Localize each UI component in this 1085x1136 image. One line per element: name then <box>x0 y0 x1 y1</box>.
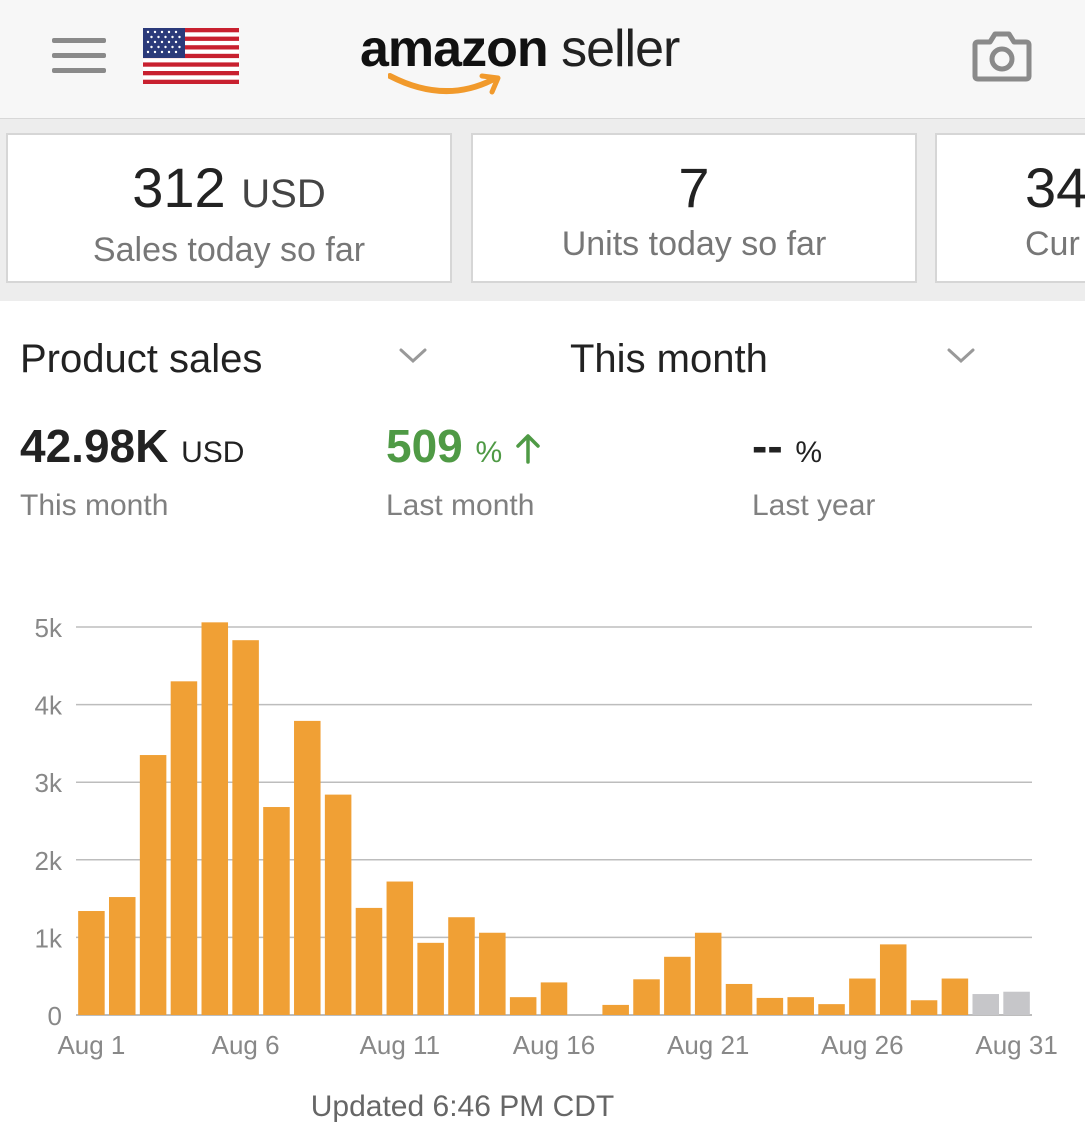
y-tick-label: 3k <box>35 768 63 798</box>
metric-value: -- % <box>752 420 875 479</box>
bar-aug-8 <box>294 720 321 1015</box>
metric-number: -- <box>752 420 783 472</box>
kpi-card-units-today[interactable]: 7 Units today so far <box>471 133 917 283</box>
period-dropdown[interactable]: This month <box>570 334 990 386</box>
metric-value: 509 % <box>386 420 541 479</box>
bar-aug-22 <box>725 983 753 1015</box>
metric-unit: % <box>795 436 823 469</box>
bar-aug-4 <box>170 681 198 1015</box>
bar-aug-16 <box>540 982 568 1015</box>
arrow-up-icon <box>516 434 540 464</box>
y-tick-label: 5k <box>35 613 63 643</box>
bar-aug-28 <box>910 1000 938 1015</box>
metric-last-year: -- % Last year <box>752 420 875 523</box>
bar-aug-18 <box>602 1004 629 1015</box>
y-tick-label: 2k <box>35 846 63 876</box>
bar-aug-27 <box>879 944 907 1015</box>
kpi-card-sales-today[interactable]: 312 USD Sales today so far <box>6 133 452 283</box>
metric-label: This month <box>20 489 169 522</box>
sales-bar-chart: 0 1k 2k 3k 4k 5k Aug 1 Aug 6 Aug 11 Aug 16 Aug 21 A… <box>35 613 1058 1060</box>
kpi-label: Sales today so far <box>92 231 366 269</box>
x-tick-label: Aug 21 <box>667 1030 749 1060</box>
app-header: amazon seller <box>0 0 1085 119</box>
bar-aug-21 <box>694 932 722 1015</box>
kpi-label: Units today so far <box>561 225 827 263</box>
bar-aug-29 <box>941 978 969 1015</box>
x-tick-label: Aug 16 <box>513 1030 595 1060</box>
metric-unit: % <box>475 436 503 469</box>
kpi-number: 7 <box>678 156 710 219</box>
metric-label: Last month <box>386 489 535 522</box>
bar-aug-15 <box>509 997 537 1015</box>
kpi-unit: USD <box>241 172 326 216</box>
bar-aug-31 <box>1003 991 1030 1015</box>
x-tick-label: Aug 1 <box>57 1030 125 1060</box>
bar-aug-11 <box>386 881 414 1015</box>
kpi-strip: 312 USD Sales today so far 7 Units today… <box>0 119 1085 301</box>
us-flag-icon[interactable] <box>143 28 239 84</box>
bar-aug-9 <box>324 794 352 1015</box>
bar-aug-30 <box>972 994 1000 1015</box>
chevron-down-icon <box>399 348 427 364</box>
x-tick-label: Aug 11 <box>360 1030 440 1060</box>
bar-aug-6 <box>232 640 259 1015</box>
bar-aug-1 <box>78 911 105 1015</box>
bar-aug-13 <box>448 917 475 1015</box>
amazon-smile-icon <box>388 73 501 95</box>
bar-aug-20 <box>664 956 691 1015</box>
y-tick-label: 1k <box>35 923 63 953</box>
metric-number: 42.98K <box>20 420 169 472</box>
x-tick-label: Aug 6 <box>212 1030 280 1060</box>
metric-label: Last year <box>752 489 876 522</box>
kpi-card-partial[interactable]: 34 Cur <box>935 133 1085 283</box>
bar-aug-3 <box>139 755 167 1015</box>
kpi-number: 312 <box>132 156 226 219</box>
logo-brand: amazon <box>360 20 549 78</box>
bar-aug-5 <box>201 622 229 1015</box>
hamburger-menu-icon[interactable] <box>52 38 106 74</box>
metric-this-month: 42.98K USD This month <box>20 420 244 523</box>
amazon-seller-logo: amazon seller <box>360 20 740 100</box>
y-tick-label: 4k <box>35 691 63 721</box>
kpi-value: 7 <box>473 157 915 219</box>
bar-aug-7 <box>263 807 290 1015</box>
bar-aug-2 <box>108 897 136 1015</box>
metric-number: 509 <box>386 420 463 472</box>
x-tick-label: Aug 31 <box>975 1030 1057 1060</box>
bar-aug-12 <box>417 942 444 1015</box>
bar-aug-25 <box>818 1004 845 1015</box>
kpi-value: 312 USD <box>8 157 450 225</box>
bar-aug-19 <box>633 979 660 1015</box>
x-tick-label: Aug 26 <box>821 1030 903 1060</box>
period-dropdown-label: This month <box>570 337 768 381</box>
bar-aug-26 <box>849 978 876 1015</box>
bar-aug-10 <box>355 907 383 1015</box>
metric-unit: USD <box>181 436 245 469</box>
metric-value: 42.98K USD <box>20 420 244 479</box>
camera-icon[interactable] <box>972 28 1032 82</box>
metric-dropdown[interactable]: Product sales <box>20 334 440 386</box>
metric-dropdown-label: Product sales <box>20 337 263 381</box>
metric-last-month: 509 % Last month <box>386 420 541 523</box>
chevron-down-icon <box>947 348 975 364</box>
bar-aug-14 <box>479 932 506 1015</box>
updated-timestamp: Updated 6:46 PM CDT <box>310 1090 615 1123</box>
kpi-number: 34 <box>1025 156 1085 219</box>
bar-aug-23 <box>756 997 784 1015</box>
bar-aug-24 <box>787 997 814 1015</box>
kpi-label: Cur <box>1025 225 1080 263</box>
logo-product: seller <box>561 20 680 78</box>
y-tick-label: 0 <box>48 1001 62 1031</box>
